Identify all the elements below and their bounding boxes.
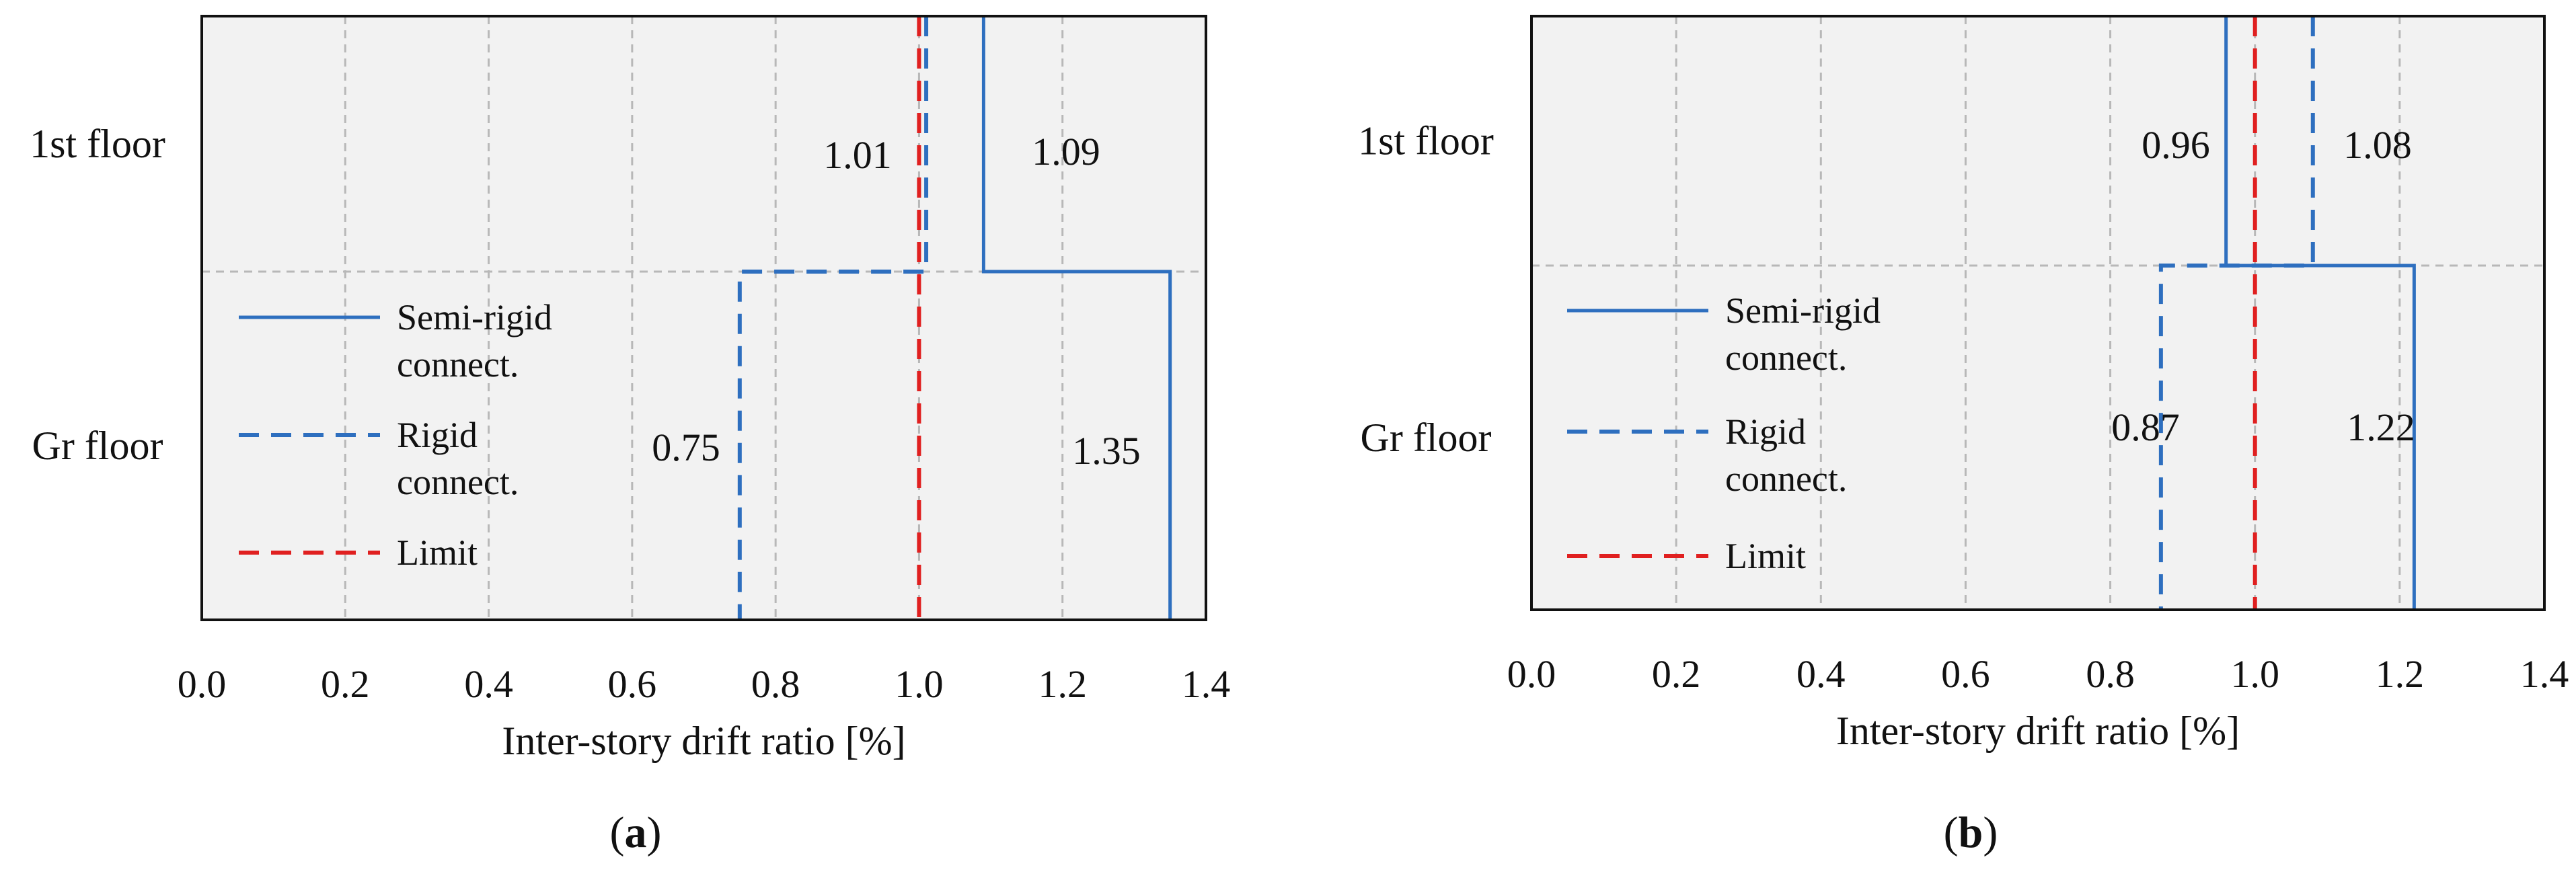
x-tick-label: 0.0 [1507,652,1556,696]
panel-label-a: (a) [610,808,662,857]
floor-label: Gr floor [1361,415,1492,460]
legend-label-line: Rigid [397,415,478,455]
x-tick-label: 1.0 [895,662,944,706]
legend-label-2: Limit [1725,536,1806,576]
x-tick-label: 1.2 [1038,662,1087,706]
legend-label-line: connect. [1725,337,1847,378]
legend-label-line: Limit [1725,536,1806,576]
panel-label-part: ) [1983,808,1998,857]
x-tick-label: 0.6 [1941,652,1990,696]
x-tick-label: 0.4 [464,662,513,706]
x-tick-label: 0.8 [751,662,800,706]
panel-label-part: ) [647,808,662,857]
legend-label-line: Semi-rigid [397,297,552,337]
x-tick-label: 0.8 [2086,652,2135,696]
legend-label-0: Semi-rigid connect. [397,297,552,385]
data-label: 0.87 [2111,405,2180,449]
legend-label-line: connect. [397,462,519,502]
x-tick-label: 0.0 [178,662,227,706]
x-tick-label: 0.6 [608,662,657,706]
x-tick-label: 0.2 [1652,652,1701,696]
data-label: 1.22 [2347,405,2415,449]
chart-panel-b: 0.96 1.22 1.08 0.87 1st floor Gr floor 0.0 0.2 0… [1358,15,2569,857]
x-axis-title: Inter-story drift ratio [%] [502,719,905,763]
panel-label-part: ( [1944,808,1959,857]
legend-label-line: connect. [397,344,519,385]
legend-label-line: Rigid [1725,411,1806,452]
legend-label-line: Limit [397,532,478,573]
series-line-semi-rigid-connect- [2224,16,2416,610]
floor-label: 1st floor [30,122,165,166]
legend-label-line: connect. [1725,458,1847,499]
legend-label-line: Semi-rigid [1725,290,1881,331]
legend-label-0: Semi-rigid connect. [1725,290,1881,378]
x-tick-label: 1.2 [2376,652,2425,696]
data-label: 1.01 [823,133,892,177]
series-line-rigid-connect- [737,16,929,620]
x-axis-title: Inter-story drift ratio [%] [1836,709,2240,753]
x-tick-label: 1.4 [2520,652,2569,696]
data-label: 0.75 [652,426,720,469]
series-line-semi-rigid-connect- [981,16,1172,620]
legend-label-1: Rigid connect. [1725,411,1847,499]
panel-label-b: (b) [1944,808,1998,857]
panel-label-part: b [1959,808,1983,857]
series-line-rigid-connect- [2158,16,2315,610]
panel-label-part: a [625,808,647,857]
plot-border-a [200,15,1207,621]
floor-label: 1st floor [1358,119,1494,163]
legend-label-1: Rigid connect. [397,415,519,502]
x-tick-label: 0.2 [321,662,370,706]
plot-area-b [1531,16,2544,610]
floor-label: Gr floor [32,424,163,468]
panel-label-part: ( [610,808,625,857]
legend-label-2: Limit [397,532,478,573]
x-tick-label: 1.0 [2230,652,2279,696]
chart-panel-a: 1.09 1.35 1.01 0.75 1st floor Gr floor 0.0 0.2 0… [30,15,1231,857]
data-label: 1.35 [1072,429,1141,473]
x-tick-label: 0.4 [1796,652,1846,696]
data-label: 0.96 [2142,123,2210,167]
data-label: 1.09 [1032,130,1100,173]
x-tick-label: 1.4 [1182,662,1231,706]
plot-border-b [1530,15,2546,611]
data-label: 1.08 [2343,123,2412,167]
